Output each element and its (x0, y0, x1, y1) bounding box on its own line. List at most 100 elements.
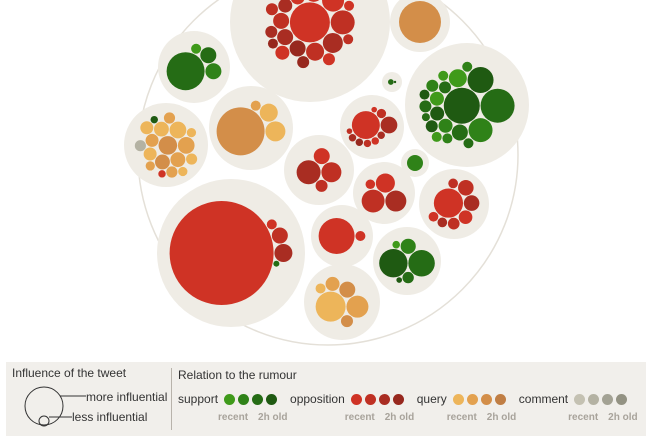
support-tweet-bubble[interactable] (443, 87, 480, 124)
opposition-tweet-bubble[interactable] (428, 211, 439, 222)
support-tweet-bubble[interactable] (429, 91, 444, 106)
support-tweet-bubble[interactable] (150, 115, 158, 124)
support-tweet-bubble[interactable] (419, 100, 432, 113)
opposition-tweet-bubble[interactable] (448, 178, 459, 189)
support-tweet-bubble[interactable] (205, 63, 222, 80)
support-tweet-bubble[interactable] (463, 138, 474, 149)
query-tweet-bubble[interactable] (178, 166, 188, 177)
support-tweet-bubble[interactable] (166, 52, 205, 91)
opposition-tweet-bubble[interactable] (273, 12, 290, 29)
opposition-tweet-bubble[interactable] (305, 0, 323, 2)
opposition-tweet-bubble[interactable] (289, 2, 330, 43)
opposition-tweet-bubble[interactable] (274, 244, 293, 262)
opposition-tweet-bubble[interactable] (377, 131, 385, 140)
opposition-tweet-bubble[interactable] (355, 138, 364, 147)
opposition-tweet-bubble[interactable] (277, 29, 294, 46)
query-tweet-bubble[interactable] (154, 121, 169, 137)
support-tweet-bubble[interactable] (388, 79, 394, 85)
opposition-tweet-bubble[interactable] (271, 227, 288, 244)
query-tweet-bubble[interactable] (186, 128, 197, 138)
opposition-tweet-bubble[interactable] (458, 210, 473, 225)
opposition-tweet-bubble[interactable] (169, 201, 274, 305)
query-tweet-bubble[interactable] (186, 153, 198, 165)
opposition-tweet-bubble[interactable] (318, 218, 355, 254)
opposition-tweet-bubble[interactable] (344, 0, 355, 11)
opposition-tweet-bubble[interactable] (313, 148, 330, 165)
support-tweet-bubble[interactable] (396, 277, 403, 283)
support-tweet-bubble[interactable] (379, 249, 408, 278)
support-tweet-bubble[interactable] (438, 118, 453, 133)
query-tweet-bubble[interactable] (140, 121, 154, 135)
opposition-tweet-bubble[interactable] (322, 32, 343, 53)
opposition-tweet-bubble[interactable] (330, 10, 355, 35)
support-tweet-bubble[interactable] (451, 124, 468, 141)
opposition-tweet-bubble[interactable] (278, 0, 293, 13)
support-tweet-bubble[interactable] (430, 106, 445, 121)
opposition-tweet-bubble[interactable] (266, 219, 277, 230)
opposition-tweet-bubble[interactable] (365, 179, 376, 190)
query-tweet-bubble[interactable] (250, 100, 261, 111)
opposition-tweet-bubble[interactable] (322, 53, 335, 66)
opposition-tweet-bubble[interactable] (437, 217, 448, 228)
opposition-tweet-bubble[interactable] (447, 217, 460, 230)
opposition-tweet-bubble[interactable] (380, 116, 398, 134)
query-tweet-bubble[interactable] (155, 154, 170, 170)
opposition-tweet-bubble[interactable] (375, 173, 395, 193)
query-tweet-bubble[interactable] (399, 1, 441, 43)
support-tweet-bubble[interactable] (421, 113, 430, 122)
support-tweet-bubble[interactable] (191, 43, 202, 54)
opposition-tweet-bubble[interactable] (315, 179, 328, 192)
opposition-tweet-bubble[interactable] (275, 45, 290, 60)
opposition-tweet-bubble[interactable] (351, 111, 380, 140)
support-tweet-bubble[interactable] (419, 89, 430, 100)
support-tweet-bubble[interactable] (462, 61, 473, 72)
support-tweet-bubble[interactable] (442, 133, 453, 144)
opposition-tweet-bubble[interactable] (348, 134, 357, 142)
support-tweet-bubble[interactable] (273, 260, 280, 267)
opposition-tweet-bubble[interactable] (265, 25, 278, 38)
support-tweet-bubble[interactable] (400, 238, 416, 254)
opposition-tweet-bubble[interactable] (363, 139, 372, 148)
query-tweet-bubble[interactable] (145, 133, 159, 147)
opposition-tweet-bubble[interactable] (346, 128, 353, 134)
opposition-tweet-bubble[interactable] (297, 56, 310, 69)
opposition-tweet-bubble[interactable] (265, 3, 278, 16)
query-tweet-bubble[interactable] (143, 147, 157, 161)
query-tweet-bubble[interactable] (315, 283, 326, 294)
query-tweet-bubble[interactable] (340, 315, 353, 328)
opposition-tweet-bubble[interactable] (343, 34, 354, 45)
support-tweet-bubble[interactable] (425, 120, 438, 133)
opposition-tweet-bubble[interactable] (355, 231, 366, 241)
support-tweet-bubble[interactable] (408, 249, 435, 277)
support-tweet-bubble[interactable] (480, 88, 515, 123)
support-tweet-bubble[interactable] (426, 79, 439, 92)
query-tweet-bubble[interactable] (339, 281, 356, 298)
query-tweet-bubble[interactable] (158, 136, 178, 155)
support-tweet-bubble[interactable] (407, 155, 423, 171)
query-tweet-bubble[interactable] (325, 276, 340, 291)
opposition-tweet-bubble[interactable] (291, 0, 305, 5)
support-tweet-bubble[interactable] (448, 69, 467, 88)
opposition-tweet-bubble[interactable] (371, 137, 379, 145)
opposition-tweet-bubble[interactable] (458, 180, 474, 196)
query-tweet-bubble[interactable] (177, 137, 195, 154)
opposition-tweet-bubble[interactable] (267, 38, 278, 49)
query-tweet-bubble[interactable] (145, 161, 155, 171)
opposition-tweet-bubble[interactable] (289, 40, 306, 57)
support-tweet-bubble[interactable] (438, 70, 449, 81)
support-tweet-bubble[interactable] (392, 240, 400, 249)
support-tweet-bubble[interactable] (439, 81, 452, 94)
support-tweet-bubble[interactable] (468, 118, 493, 143)
query-tweet-bubble[interactable] (169, 121, 187, 139)
query-tweet-bubble[interactable] (163, 112, 176, 124)
opposition-tweet-bubble[interactable] (158, 170, 166, 178)
opposition-tweet-bubble[interactable] (296, 160, 321, 185)
query-tweet-bubble[interactable] (265, 121, 286, 142)
query-tweet-bubble[interactable] (259, 103, 278, 122)
support-tweet-bubble[interactable] (467, 67, 494, 94)
opposition-tweet-bubble[interactable] (385, 190, 407, 212)
support-tweet-bubble[interactable] (393, 80, 397, 84)
opposition-tweet-bubble[interactable] (433, 188, 464, 218)
query-tweet-bubble[interactable] (216, 107, 265, 156)
support-tweet-bubble[interactable] (402, 271, 414, 284)
